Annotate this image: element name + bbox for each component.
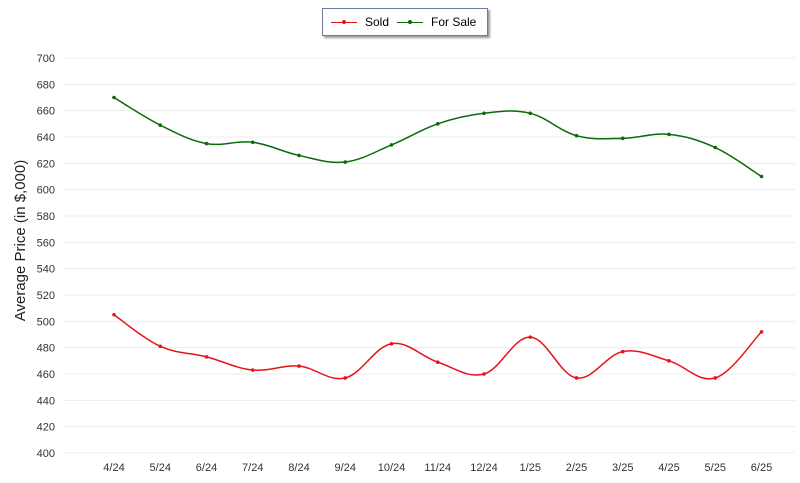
data-point-sold bbox=[204, 355, 209, 359]
data-point-sold bbox=[158, 344, 163, 349]
x-tick-label: 8/24 bbox=[288, 462, 309, 474]
data-point-for-sale bbox=[112, 95, 116, 100]
data-point-sold bbox=[528, 335, 533, 339]
data-point-sold bbox=[435, 360, 440, 364]
y-tick-label: 660 bbox=[37, 106, 55, 118]
x-tick-label: 5/24 bbox=[150, 462, 171, 474]
data-point-for-sale bbox=[343, 160, 348, 164]
y-tick-label: 680 bbox=[37, 79, 55, 91]
x-tick-label: 9/24 bbox=[335, 462, 356, 474]
y-tick-label: 580 bbox=[37, 211, 55, 223]
data-point-for-sale bbox=[482, 111, 486, 116]
x-tick-label: 3/25 bbox=[612, 462, 633, 474]
y-axis-title-text: Average Price (in $,000) bbox=[12, 159, 30, 322]
y-tick-label: 420 bbox=[37, 422, 55, 434]
x-tick-label: 11/24 bbox=[424, 462, 451, 474]
data-point-for-sale bbox=[713, 145, 718, 150]
x-tick-label: 4/24 bbox=[103, 462, 124, 474]
data-point-sold bbox=[482, 372, 486, 376]
legend-label-sold: Sold bbox=[365, 15, 390, 29]
x-tick-label: 6/24 bbox=[196, 462, 217, 474]
x-tick-label: 2/25 bbox=[566, 462, 587, 474]
x-tick-label: 6/25 bbox=[751, 462, 772, 474]
legend: Sold For Sale bbox=[322, 8, 488, 36]
series-line-sold bbox=[113, 314, 763, 380]
y-tick-label: 560 bbox=[37, 237, 55, 249]
data-point-sold bbox=[759, 330, 764, 334]
x-tick-label: 10/24 bbox=[378, 462, 406, 474]
y-tick-label: 640 bbox=[37, 132, 55, 144]
x-tick-label: 1/25 bbox=[520, 462, 541, 474]
data-point-for-sale bbox=[435, 122, 440, 126]
data-point-for-sale bbox=[759, 174, 764, 179]
y-tick-label: 400 bbox=[37, 448, 55, 460]
y-tick-label: 520 bbox=[37, 290, 55, 302]
y-tick-label: 460 bbox=[37, 369, 55, 381]
data-point-sold bbox=[297, 364, 301, 368]
data-point-sold bbox=[574, 376, 579, 380]
data-point-sold bbox=[112, 312, 116, 317]
y-tick-label: 700 bbox=[37, 53, 55, 65]
legend-label-for-sale: For Sale bbox=[431, 15, 477, 29]
data-point-for-sale bbox=[528, 111, 533, 116]
y-tick-label: 500 bbox=[37, 316, 55, 328]
x-tick-label: 12/24 bbox=[470, 462, 498, 474]
y-tick-label: 480 bbox=[37, 343, 55, 355]
y-tick-label: 540 bbox=[37, 264, 55, 276]
data-point-for-sale bbox=[620, 136, 625, 141]
legend-marker-for-sale bbox=[408, 20, 412, 24]
y-tick-label: 440 bbox=[37, 395, 55, 407]
data-point-for-sale bbox=[574, 133, 579, 138]
data-point-for-sale bbox=[250, 140, 255, 145]
legend-item-for-sale: For Sale bbox=[397, 14, 483, 30]
data-point-for-sale bbox=[204, 141, 209, 146]
x-tick-label: 4/25 bbox=[658, 462, 679, 474]
data-point-sold bbox=[389, 341, 394, 346]
x-tick-label: 5/25 bbox=[705, 462, 726, 474]
legend-marker-sold bbox=[342, 20, 346, 24]
data-point-for-sale bbox=[389, 143, 394, 147]
legend-item-sold: Sold bbox=[331, 14, 391, 30]
data-point-sold bbox=[620, 349, 625, 354]
data-point-sold bbox=[667, 359, 671, 363]
data-point-for-sale bbox=[158, 123, 163, 127]
data-point-for-sale bbox=[297, 153, 301, 158]
data-point-for-sale bbox=[667, 132, 671, 137]
x-tick-label: 7/24 bbox=[242, 462, 263, 474]
y-tick-label: 620 bbox=[37, 158, 55, 170]
y-tick-label: 600 bbox=[37, 185, 55, 197]
data-point-sold bbox=[343, 376, 348, 380]
data-point-sold bbox=[250, 368, 255, 372]
data-point-sold bbox=[713, 376, 718, 380]
